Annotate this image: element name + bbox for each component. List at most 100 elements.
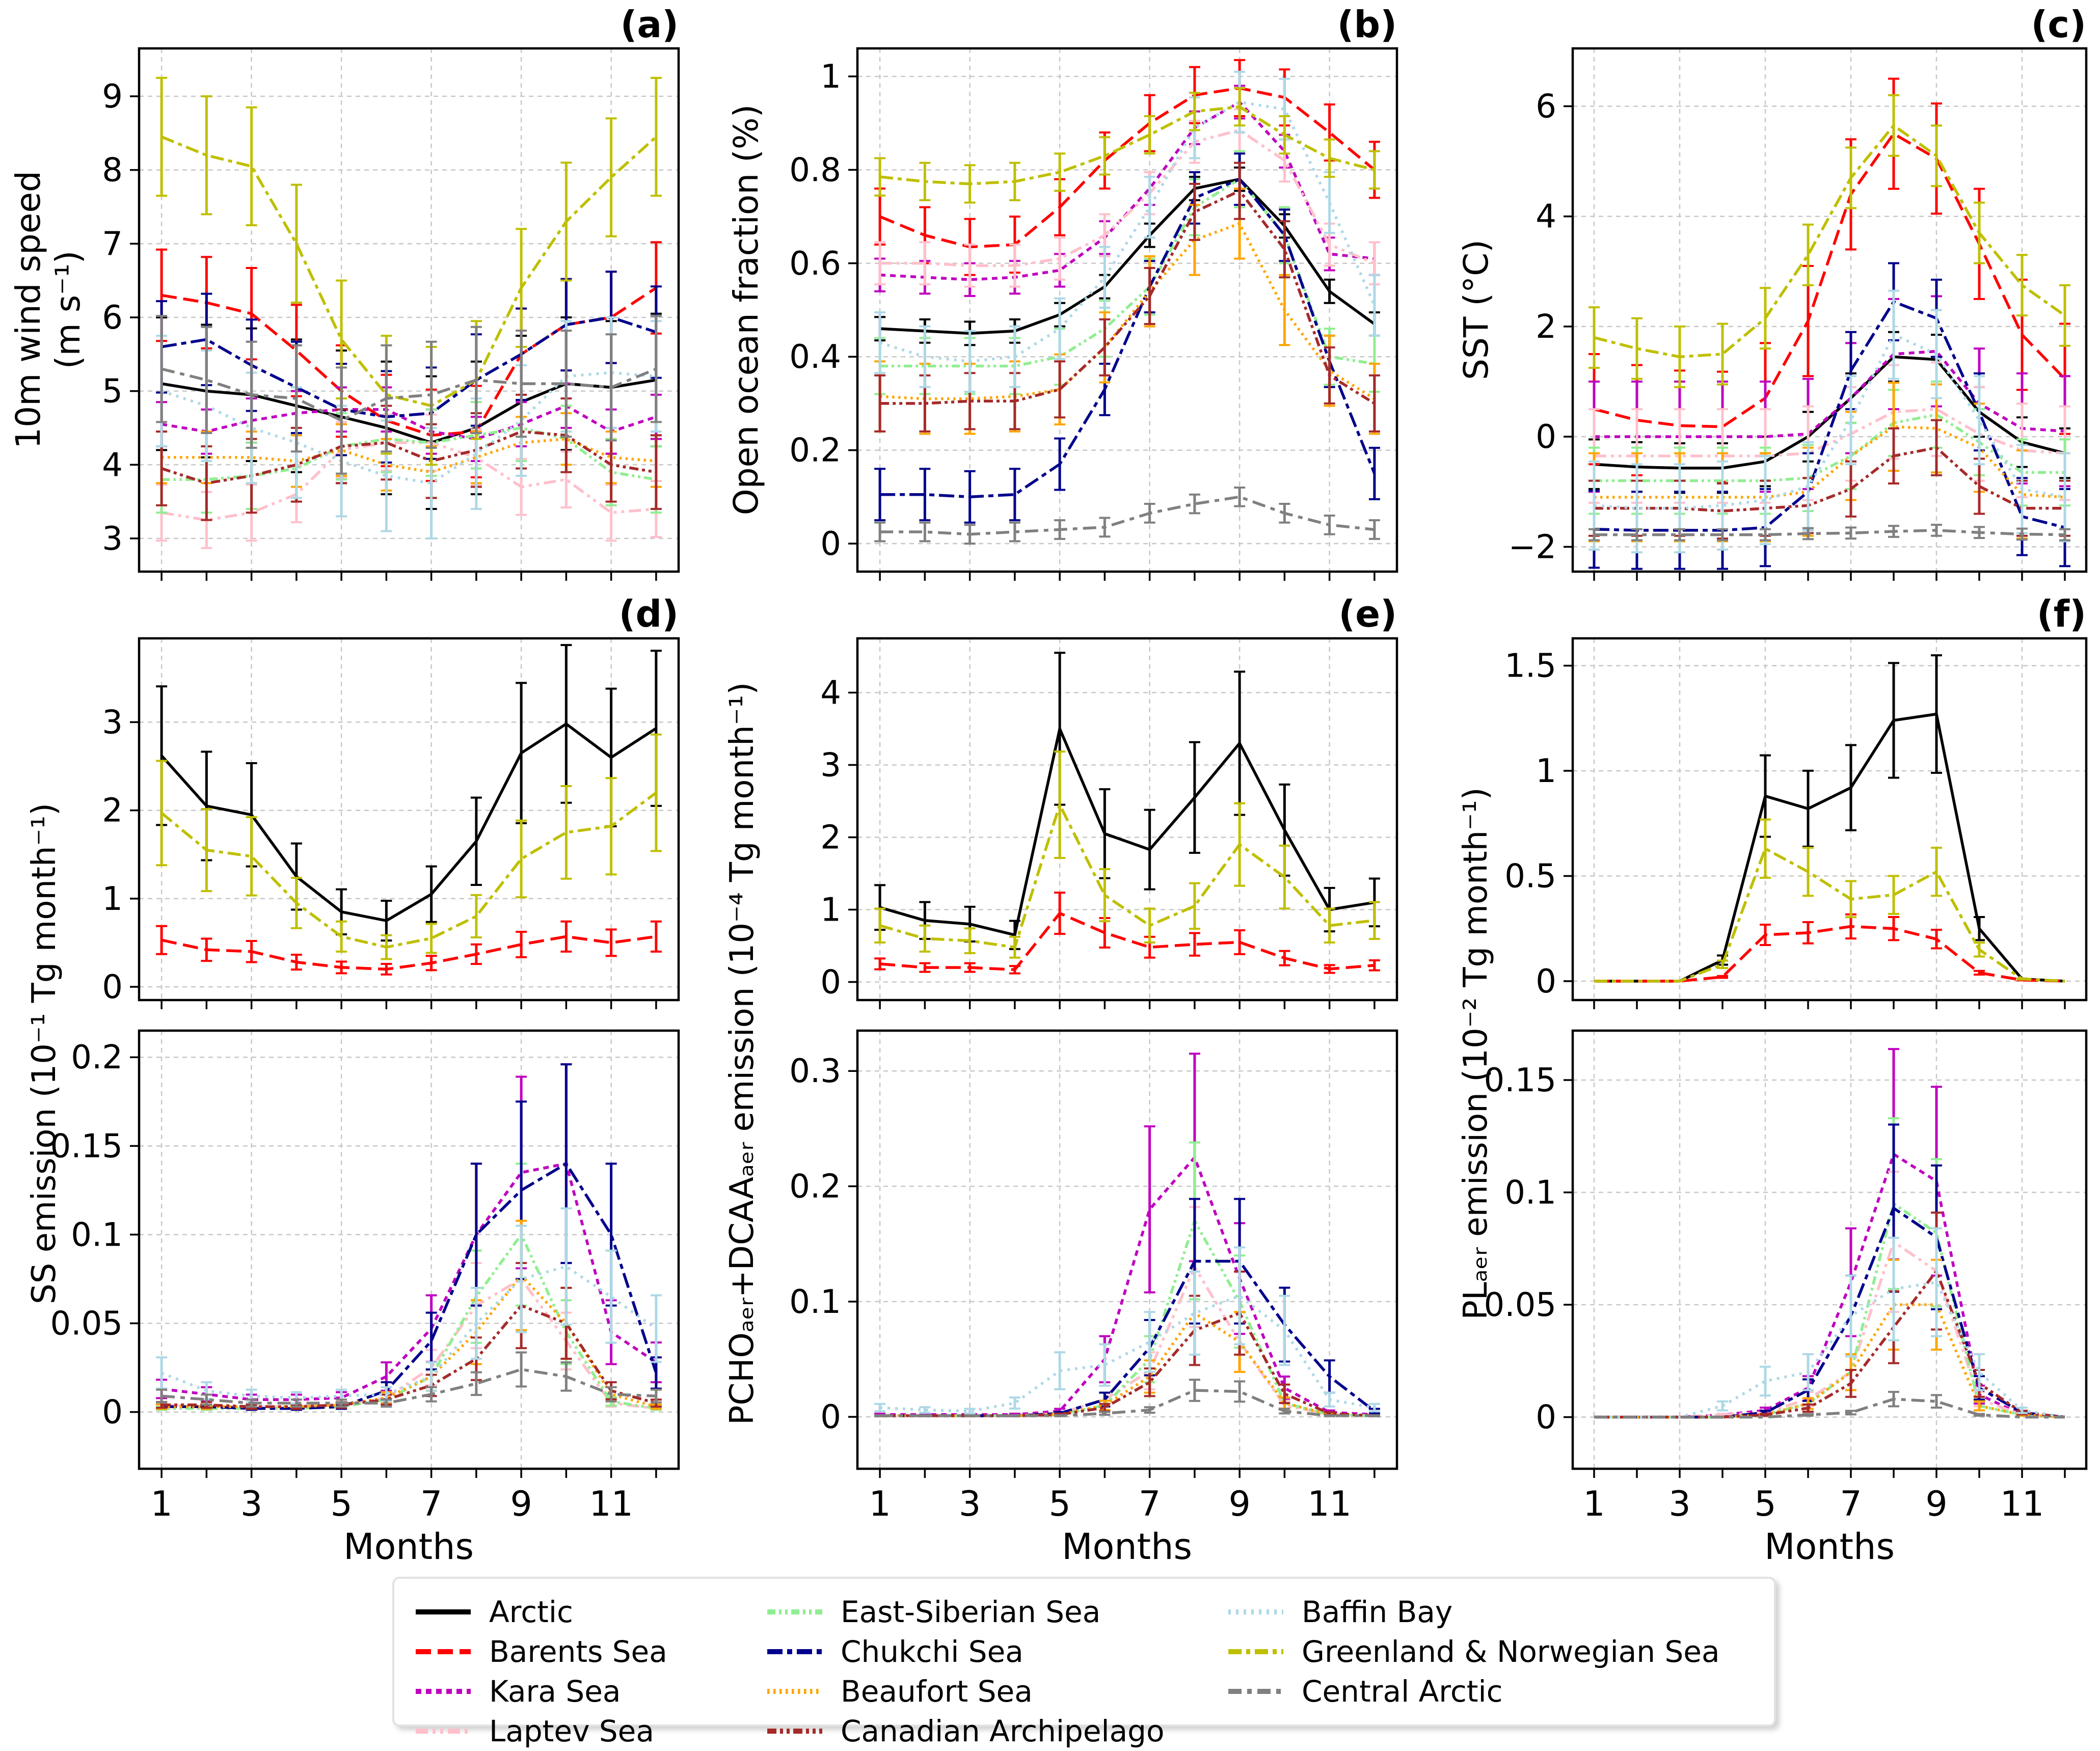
legend: Arctic Barents Sea Kara Sea Laptev Sea East… (392, 1577, 1776, 1748)
svg-text:0.8: 0.8 (789, 151, 841, 189)
legend-item-east-siberian: East-Siberian Sea (766, 1592, 1227, 1632)
svg-text:0.6: 0.6 (789, 245, 841, 283)
svg-text:4: 4 (1536, 198, 1556, 236)
legend-swatch-arctic-line-icon (416, 1609, 471, 1614)
legend-swatch-canadian-line-icon (767, 1729, 822, 1734)
y-axis-label-open-ocean-fraction: Open ocean fraction (%) (726, 104, 766, 516)
svg-text:0.1: 0.1 (71, 1216, 123, 1254)
panel-f2-chart: 0 0.05 0.1 0.15 1 3 5 7 9 11 (1484, 1029, 2088, 1524)
panel-label-b: (b) (1337, 3, 1397, 46)
svg-text:8: 8 (102, 152, 123, 190)
svg-text:1.5: 1.5 (1504, 648, 1556, 685)
panel-d2-chart: 0 0.05 0.1 0.15 0.2 1 3 5 7 9 11 (50, 1029, 680, 1524)
legend-label-kara: Kara Sea (489, 1674, 621, 1709)
panel-f-pl-bottom-plot: 0 0.05 0.1 0.15 1 3 5 7 9 11 (1484, 1029, 2088, 1524)
svg-text:5: 5 (1048, 1484, 1070, 1524)
legend-item-kara: Kara Sea (415, 1672, 766, 1711)
svg-text:0.1: 0.1 (1504, 1174, 1556, 1212)
svg-text:1: 1 (1536, 752, 1556, 790)
legend-item-laptev: Laptev Sea (415, 1711, 766, 1751)
svg-text:9: 9 (1925, 1484, 1947, 1524)
legend-swatch-kara-line-icon (416, 1689, 471, 1694)
svg-text:2: 2 (102, 792, 123, 830)
svg-text:0.4: 0.4 (789, 338, 841, 376)
legend-swatch-chukchi-line-icon (767, 1649, 822, 1654)
svg-text:0: 0 (102, 1394, 123, 1432)
legend-item-central: Central Arctic (1227, 1672, 1757, 1711)
svg-text:5: 5 (102, 373, 123, 411)
svg-text:6: 6 (102, 299, 123, 337)
panel-e2-chart: 0 0.1 0.2 0.3 1 3 5 7 9 11 (789, 1029, 1398, 1524)
legend-swatch-east-siberian-line-icon (767, 1609, 822, 1614)
svg-text:0.15: 0.15 (1484, 1062, 1557, 1099)
panel-e-chart: 0 1 2 3 4 (820, 637, 1398, 1009)
legend-swatch-greenland-line-icon (1228, 1649, 1283, 1654)
legend-swatch-baffin-line-icon (1228, 1609, 1283, 1614)
legend-label-beaufort: Beaufort Sea (841, 1674, 1033, 1709)
svg-text:0.15: 0.15 (50, 1127, 123, 1165)
panel-b-open-ocean-plot: 0 0.2 0.4 0.6 0.8 1 (789, 47, 1398, 581)
legend-item-beaufort: Beaufort Sea (766, 1672, 1227, 1711)
svg-text:1: 1 (820, 892, 841, 929)
legend-label-barents: Barents Sea (489, 1634, 667, 1669)
legend-column-1: Arctic Barents Sea Kara Sea Laptev Sea (415, 1592, 766, 1751)
svg-text:0: 0 (1536, 963, 1556, 1001)
svg-text:6: 6 (1536, 88, 1556, 126)
panel-f-pl-top-plot: 0 0.5 1 1.5 (1504, 637, 2088, 1009)
legend-label-central: Central Arctic (1302, 1674, 1503, 1709)
svg-text:7: 7 (102, 225, 123, 263)
y-axis-label-pcho-dcaa-emission: PCHOₐₑᵣ+DCAAₐₑᵣ emission (10⁻⁴ Tg month⁻… (723, 682, 762, 1425)
panel-a-chart: 3 4 5 6 7 8 9 (102, 47, 680, 581)
svg-text:0.2: 0.2 (71, 1039, 123, 1076)
panel-e-pcho-dcaa-bottom-plot: 0 0.1 0.2 0.3 1 3 5 7 9 11 (789, 1029, 1398, 1524)
svg-text:0: 0 (1536, 1399, 1556, 1437)
svg-text:0.5: 0.5 (1504, 857, 1556, 895)
svg-text:1: 1 (820, 58, 841, 96)
svg-text:3: 3 (1668, 1484, 1690, 1524)
legend-swatch-barents-line-icon (416, 1649, 471, 1654)
x-axis-label-months-middle: Months (1062, 1526, 1192, 1568)
panel-d-ss-emission-bottom-plot: 0 0.05 0.1 0.15 0.2 1 3 5 7 9 11 (50, 1029, 680, 1524)
svg-text:0.3: 0.3 (789, 1053, 841, 1090)
svg-text:0.2: 0.2 (789, 432, 841, 470)
x-axis-label-months-right: Months (1764, 1526, 1895, 1568)
x-axis-label-months-left: Months (343, 1526, 474, 1568)
legend-label-laptev: Laptev Sea (489, 1714, 654, 1748)
svg-text:9: 9 (510, 1484, 532, 1524)
legend-swatch-laptev-line-icon (416, 1729, 471, 1734)
panel-label-d: (d) (618, 592, 679, 635)
panel-label-f: (f) (2036, 592, 2086, 635)
legend-item-barents: Barents Sea (415, 1632, 766, 1672)
y-axis-label-pl-emission: PLₐₑᵣ emission (10⁻² Tg month⁻¹) (1457, 787, 1495, 1320)
svg-text:0.05: 0.05 (50, 1305, 123, 1342)
legend-label-greenland: Greenland & Norwegian Sea (1302, 1634, 1720, 1669)
svg-text:4: 4 (820, 675, 841, 712)
svg-text:0: 0 (1536, 418, 1556, 456)
panel-c-sst-plot: −2 0 2 4 6 (1509, 47, 2088, 581)
svg-text:7: 7 (420, 1484, 442, 1524)
svg-text:2: 2 (1536, 308, 1556, 346)
legend-item-arctic: Arctic (415, 1592, 766, 1632)
svg-text:3: 3 (102, 520, 123, 558)
svg-text:5: 5 (330, 1484, 352, 1524)
legend-label-baffin: Baffin Bay (1302, 1595, 1453, 1629)
svg-text:0: 0 (820, 525, 841, 563)
legend-item-baffin: Baffin Bay (1227, 1592, 1757, 1632)
svg-text:11: 11 (2000, 1484, 2044, 1524)
svg-text:0.2: 0.2 (789, 1168, 841, 1206)
legend-label-canadian: Canadian Archipelago (841, 1714, 1165, 1748)
legend-label-arctic: Arctic (489, 1595, 573, 1629)
panel-label-a: (a) (620, 3, 679, 46)
svg-text:11: 11 (1307, 1484, 1352, 1524)
panel-label-e: (e) (1338, 592, 1397, 635)
svg-text:3: 3 (102, 704, 123, 742)
legend-swatch-central-line-icon (1228, 1689, 1283, 1694)
svg-text:3: 3 (240, 1484, 262, 1524)
svg-text:1: 1 (102, 880, 123, 918)
svg-text:9: 9 (102, 78, 123, 116)
y-axis-label-ss-emission: SS emission (10⁻¹ Tg month⁻¹) (25, 803, 64, 1304)
svg-text:0.05: 0.05 (1484, 1286, 1557, 1324)
svg-text:1: 1 (869, 1484, 891, 1524)
svg-text:1: 1 (1583, 1484, 1605, 1524)
